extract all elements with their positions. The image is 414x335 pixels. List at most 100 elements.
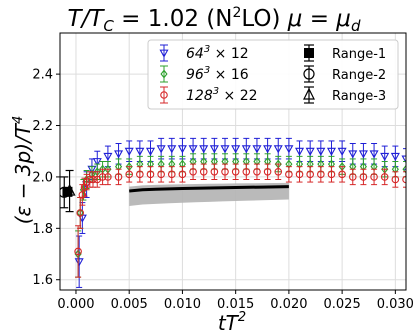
series-2-point-14 — [157, 170, 165, 179]
title-mu: μ = μ — [287, 6, 351, 32]
series-0-point-28 — [348, 150, 358, 159]
legend-series-base-2: 128 — [186, 88, 213, 104]
series-0-point-4 — [92, 158, 102, 167]
title-end: LO) — [241, 6, 287, 32]
legend-series-marker-2 — [160, 91, 168, 99]
series-0-point-24 — [305, 147, 315, 156]
y-tick-label-4: 2.4 — [32, 68, 53, 83]
series-2-point-21 — [231, 167, 240, 176]
series-2-point-0 — [74, 247, 82, 256]
legend-series-label-1: 963 × 16 — [186, 65, 249, 83]
x-tick-label-2: 0.010 — [164, 297, 201, 312]
xlabel-sup: 2 — [238, 310, 246, 325]
series-0-point-30 — [369, 150, 379, 159]
series-0-point-8 — [135, 147, 145, 156]
legend-series-base-1: 96 — [186, 67, 204, 83]
series-2-point-37 — [402, 175, 406, 184]
series-0-point-31 — [380, 152, 390, 162]
series-2-point-1 — [76, 209, 85, 217]
xlabel-base: tT — [218, 311, 240, 335]
y-tick-label-1: 1.8 — [32, 222, 53, 237]
plot-frame — [59, 32, 407, 291]
legend-box — [147, 39, 399, 110]
series-0-point-33 — [401, 155, 406, 164]
series-2-point-6 — [89, 175, 97, 184]
series-2-point-19 — [210, 167, 219, 176]
title-mu-sub: d — [351, 17, 361, 35]
x-tick-label-1: 0.005 — [111, 297, 148, 312]
x-tick-label-4: 0.020 — [270, 297, 307, 312]
series-2-point-20 — [221, 167, 229, 176]
series-2-point-27 — [295, 170, 304, 179]
legend-series-label-0: 643 × 12 — [186, 44, 249, 62]
series-2 — [74, 163, 406, 278]
x-axis-label: tT2 — [218, 310, 246, 335]
series-0-point-12 — [177, 145, 187, 154]
series-2-point-26 — [285, 170, 293, 179]
series-2-point-9 — [104, 173, 112, 181]
series-0-point-11 — [167, 145, 177, 154]
series-2-point-11 — [125, 170, 133, 179]
series-2-point-31 — [338, 170, 346, 179]
series-2-point-17 — [189, 167, 197, 176]
y-axis-label: (ε − 3p)/T4 — [11, 116, 35, 225]
legend-series-sup-1: 3 — [204, 65, 210, 76]
legend-series-sup-2: 3 — [213, 86, 219, 97]
series-0-point-14 — [199, 145, 209, 154]
series-2-point-22 — [242, 167, 251, 176]
legend-series-base-0: 64 — [186, 46, 204, 62]
title-sup: 2 — [232, 5, 241, 21]
y-tick-label-3: 2.2 — [32, 119, 53, 134]
series-0-point-16 — [220, 145, 230, 154]
series-2-point-36 — [391, 175, 400, 184]
x-tick-label-3: 0.015 — [217, 297, 254, 312]
legend-range-label-2: Range-3 — [332, 89, 386, 104]
legend-series-rest-1: × 16 — [210, 67, 249, 83]
series-2-point-2 — [78, 191, 87, 199]
series-2-point-33 — [359, 173, 368, 181]
ylabel-base: (ε − 3p)/T — [11, 122, 35, 224]
series-1-point-35 — [402, 164, 406, 174]
series-0-point-20 — [263, 145, 273, 154]
series-0-point-18 — [241, 145, 251, 154]
series-2-point-12 — [136, 170, 144, 179]
x-tick-label-5: 0.025 — [324, 297, 361, 312]
series-2-point-30 — [327, 170, 336, 179]
legend-series-rest-0: × 12 — [210, 46, 248, 62]
legend-range-marker-0 — [304, 48, 314, 58]
legend-series-marker-1 — [160, 69, 168, 79]
series-0-point-22 — [284, 145, 294, 154]
series-2-point-13 — [146, 170, 155, 179]
series-2-point-28 — [306, 170, 314, 179]
title-main: T/T — [68, 6, 106, 32]
series-2-point-34 — [370, 173, 378, 181]
series-0-point-29 — [358, 150, 368, 159]
legend-range-marker-1 — [303, 68, 315, 80]
series-0-point-27 — [337, 147, 347, 156]
title-sub: C — [103, 17, 114, 35]
series-2-point-8 — [98, 173, 107, 181]
series-0-point-19 — [252, 145, 262, 154]
series-2-point-15 — [167, 170, 176, 179]
series-0-point-23 — [295, 147, 305, 156]
plot-area: 0.000 0.005 0.010 0.015 0.020 0.025 0.030 1.6 1.… — [32, 32, 414, 312]
series-0-point-26 — [326, 147, 337, 156]
legend-range-label-0: Range-1 — [332, 47, 386, 62]
series-0-point-25 — [316, 147, 326, 156]
x-tick-label-6: 0.030 — [377, 297, 414, 312]
x-tick-label-0: 0.000 — [57, 297, 94, 312]
ylabel-sup: 4 — [11, 116, 26, 124]
series-2-point-35 — [380, 173, 389, 181]
title-mid: = 1.02 (N — [114, 6, 233, 32]
series-2-point-16 — [178, 170, 187, 179]
series-0-point-9 — [145, 147, 156, 156]
legend-range-marker-2 — [303, 87, 315, 100]
legend-series-label-2: 1283 × 22 — [186, 86, 258, 104]
series-2-point-23 — [253, 167, 261, 176]
series-0-point-7 — [124, 147, 134, 156]
series-0-point-0 — [74, 258, 84, 267]
series-0-point-13 — [188, 145, 198, 154]
range-central-line — [129, 185, 289, 193]
series-2-point-18 — [199, 167, 208, 176]
